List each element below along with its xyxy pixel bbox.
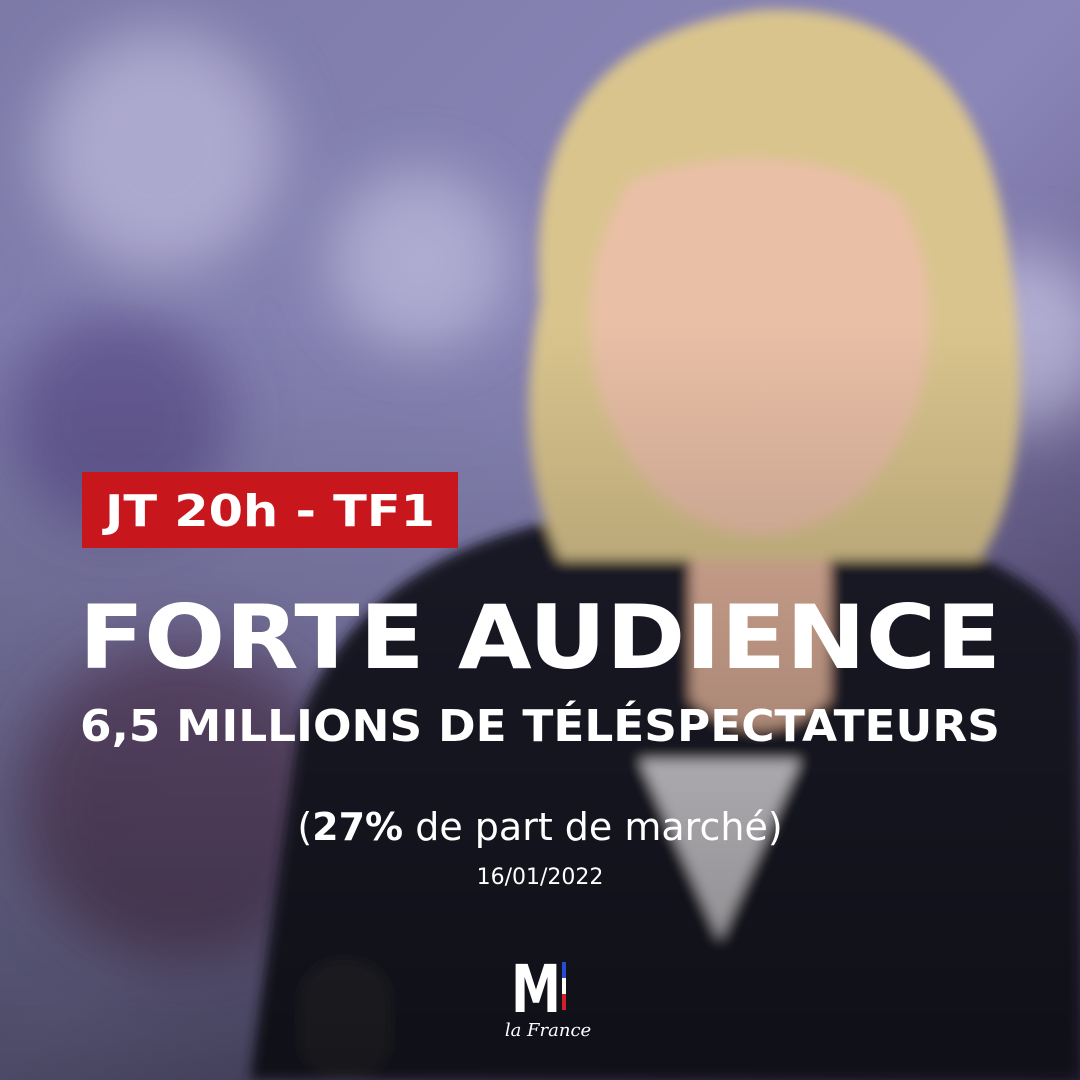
share-open: ( [297,805,312,849]
badge: JT 20h - TF1 [102,486,435,537]
badge-box [82,472,458,548]
logo: M la France [505,951,591,1041]
date: 16/01/2022 [477,865,604,890]
logo-tagline: la France [505,1020,591,1041]
logo-letter: M [511,951,561,1028]
subheadline: 6,5 MILLIONS DE TÉLÉSPECTATEURS [80,699,1000,752]
share: (27% de part de marché) [297,805,782,849]
headline: FORTE AUDIENCE [79,586,1001,689]
share-text: de part de marché) [403,805,783,849]
share-value: 27% [312,805,403,849]
